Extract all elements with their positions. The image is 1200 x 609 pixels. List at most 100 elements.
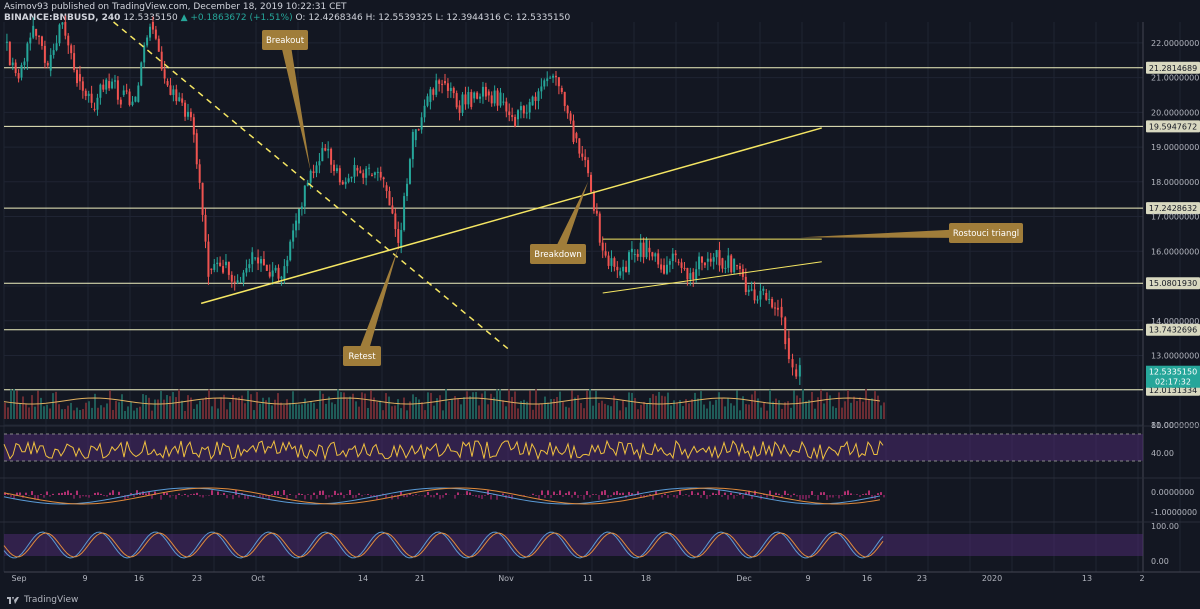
candle-body — [791, 359, 794, 368]
macd-histogram-bar — [79, 495, 81, 499]
macd-histogram-bar — [619, 493, 621, 495]
macd-histogram-bar — [868, 490, 870, 495]
candle-body — [292, 230, 295, 242]
candle-body — [668, 261, 671, 265]
volume-bar — [787, 401, 789, 419]
macd-histogram-bar — [67, 490, 69, 495]
macd-histogram-bar — [550, 495, 552, 498]
level-price-label-text: 19.5947672 — [1149, 122, 1197, 131]
volume-bar — [229, 402, 231, 419]
volume-bar — [592, 405, 594, 419]
candle-body — [32, 25, 35, 38]
macd-histogram-bar — [13, 495, 15, 500]
volume-bar — [508, 389, 510, 419]
candle-body — [309, 170, 312, 183]
volume-bar — [703, 404, 705, 419]
volume-bar — [670, 405, 672, 419]
volume-bar — [685, 399, 687, 419]
candle-body — [295, 220, 298, 231]
stoch-k-line — [3, 531, 884, 559]
candle-body — [443, 81, 446, 84]
candle-body — [113, 80, 116, 82]
volume-bar — [16, 390, 18, 419]
volume-bar — [46, 404, 48, 419]
candle-body — [689, 273, 692, 280]
candle-body — [595, 210, 598, 214]
candle-body — [432, 89, 435, 95]
candle-body — [619, 271, 622, 276]
volume-bar — [166, 395, 168, 419]
volume-bar — [418, 399, 420, 419]
macd-histogram-bar — [280, 495, 282, 496]
volume-bar — [97, 407, 99, 419]
macd-histogram-bar — [265, 495, 267, 497]
volume-bar — [112, 409, 114, 419]
macd-histogram-bar — [685, 494, 687, 495]
candle-body — [102, 84, 105, 90]
candle-body — [84, 90, 87, 97]
macd-histogram-bar — [430, 495, 432, 498]
volume-bar — [589, 389, 591, 419]
volume-bar — [4, 402, 6, 419]
macd-histogram-bar — [163, 492, 165, 495]
volume-bar — [427, 392, 429, 419]
candle-body — [476, 92, 479, 99]
volume-bar — [196, 404, 198, 419]
volume-bar — [289, 402, 291, 419]
candle-body — [698, 256, 701, 270]
candle-body — [55, 43, 58, 51]
volume-bar — [364, 393, 366, 419]
volume-bar — [190, 397, 192, 419]
candle-body — [592, 191, 595, 211]
candle-body — [207, 241, 210, 277]
macd-histogram-bar — [136, 490, 138, 495]
volume-bar — [397, 399, 399, 419]
candle-body — [411, 132, 414, 160]
macd-histogram-bar — [523, 495, 525, 497]
candle-body — [575, 133, 578, 139]
candle-body — [81, 81, 84, 91]
candle-body — [651, 252, 654, 257]
candle-body — [17, 73, 20, 79]
volume-bar — [415, 397, 417, 419]
symbol-name: BINANCE:BNBUSD, 240 — [4, 13, 121, 23]
volume-bar — [457, 398, 459, 419]
volume-bar — [160, 391, 162, 419]
candle-body — [210, 268, 213, 270]
macd-histogram-bar — [151, 495, 153, 499]
macd-histogram-bar — [247, 495, 249, 499]
candle-body — [87, 93, 90, 97]
current-price-box — [1146, 365, 1200, 388]
volume-bar — [778, 400, 780, 419]
candle-body — [286, 260, 289, 267]
macd-histogram-bar — [394, 495, 396, 497]
volume-bar — [409, 401, 411, 419]
candle-body — [236, 280, 239, 283]
volume-bar — [757, 398, 759, 419]
macd-histogram-bar — [409, 493, 411, 495]
callout-box — [343, 346, 381, 366]
volume-bar — [577, 395, 579, 419]
macd-histogram-bar — [556, 494, 558, 495]
candle-body — [733, 258, 736, 273]
macd-histogram-bar — [508, 495, 510, 498]
volume-bar — [307, 403, 309, 419]
volume-bar — [256, 392, 258, 419]
volume-bar — [871, 398, 873, 419]
macd-histogram-bar — [454, 495, 456, 499]
volume-bar — [466, 391, 468, 419]
volume-bar — [559, 391, 561, 419]
macd-histogram-bar — [25, 492, 27, 495]
macd-histogram-bar — [322, 490, 324, 495]
macd-histogram-bar — [16, 492, 18, 495]
macd-histogram-bar — [814, 495, 816, 496]
volume-bar — [796, 395, 798, 419]
macd-histogram-bar — [850, 493, 852, 495]
volume-bar — [139, 406, 141, 419]
trendline — [113, 21, 509, 350]
candle-body — [490, 95, 493, 104]
volume-bar — [340, 392, 342, 419]
macd-histogram-bar — [295, 495, 297, 499]
macd-histogram-bar — [37, 495, 39, 500]
